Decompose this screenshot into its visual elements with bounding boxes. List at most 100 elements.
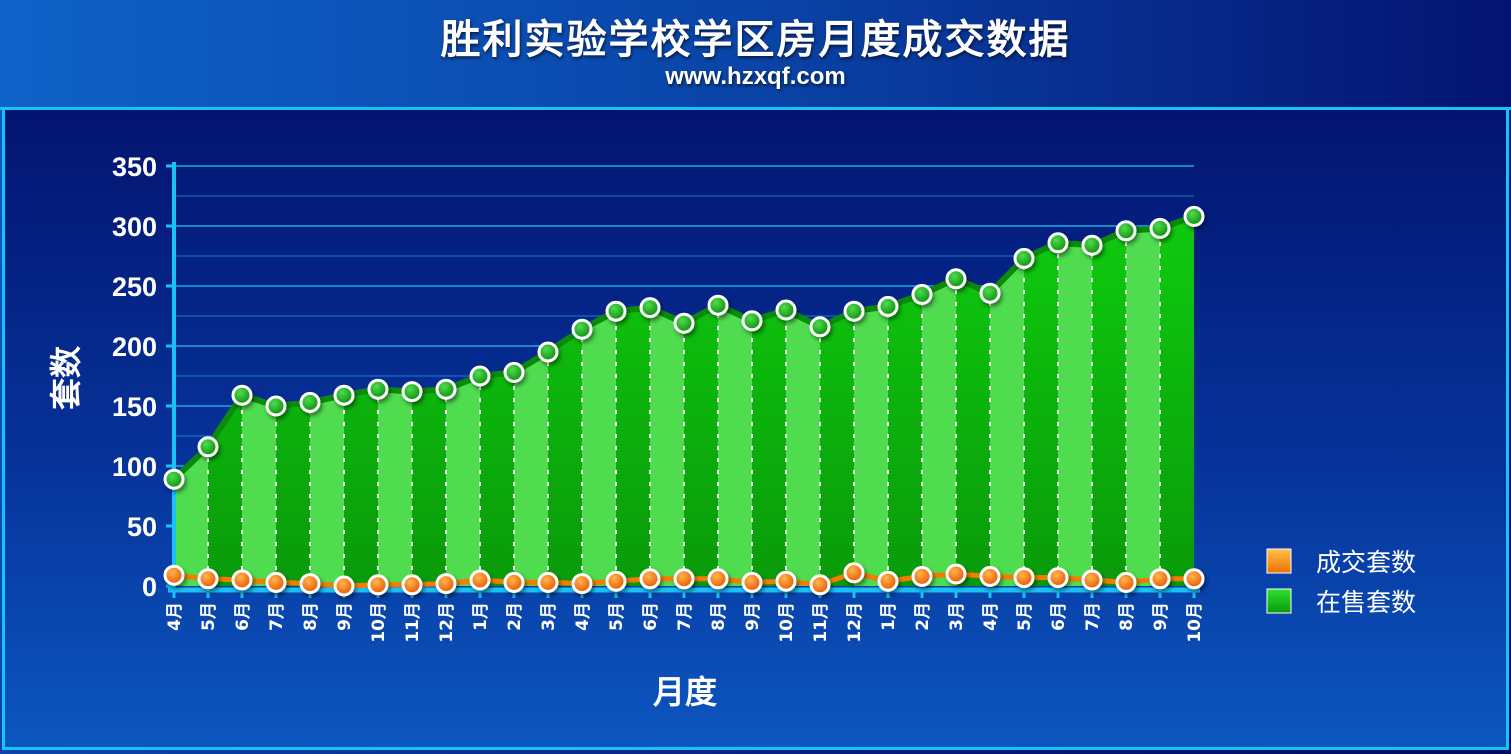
x-tick-label: 5月 <box>607 602 627 631</box>
area-stripe <box>1126 216 1161 586</box>
x-tick-label: 3月 <box>539 602 559 631</box>
x-tick-label: 5月 <box>1015 602 1035 631</box>
area-stripe <box>718 216 753 586</box>
area-stripe <box>1092 216 1127 586</box>
sold-point <box>1183 568 1205 590</box>
sold-point <box>741 571 763 593</box>
sold-point <box>571 573 593 595</box>
area-stripe <box>174 216 209 586</box>
onsale-point <box>469 365 491 387</box>
area-stripe <box>786 216 821 586</box>
x-tick-label: 10月 <box>369 602 389 643</box>
sold-point <box>605 570 627 592</box>
sold-point <box>775 570 797 592</box>
x-tick-label: 7月 <box>267 602 287 631</box>
area-stripe <box>344 216 379 586</box>
sold-point <box>809 574 831 596</box>
area-stripe <box>854 216 889 586</box>
x-tick-label: 6月 <box>641 602 661 631</box>
onsale-point <box>605 300 627 322</box>
chart-title: 胜利实验学校学区房月度成交数据 <box>440 17 1071 63</box>
y-tick-label: 300 <box>112 212 157 242</box>
x-tick-label: 9月 <box>743 602 763 631</box>
x-tick-label: 12月 <box>845 602 865 643</box>
sold-point <box>673 568 695 590</box>
onsale-point <box>877 295 899 317</box>
x-tick-label: 9月 <box>335 602 355 631</box>
chart-subtitle: www.hzxqf.com <box>665 63 846 90</box>
x-tick-label: 4月 <box>981 602 1001 631</box>
area-stripe <box>616 216 651 586</box>
onsale-point <box>1115 220 1137 242</box>
x-tick-label: 2月 <box>505 602 525 631</box>
y-tick-label: 200 <box>112 332 157 362</box>
sold-point <box>197 568 219 590</box>
y-tick-label: 100 <box>112 452 157 482</box>
area-stripe <box>1024 216 1059 586</box>
onsale-point <box>537 341 559 363</box>
x-tick-label: 1月 <box>879 602 899 631</box>
x-tick-label: 9月 <box>1151 602 1171 631</box>
sold-point <box>503 571 525 593</box>
onsale-area <box>174 216 1194 586</box>
legend-label-onsale: 在售套数 <box>1316 588 1416 617</box>
sold-point <box>299 573 321 595</box>
y-tick-label: 50 <box>127 512 157 542</box>
area-stripe <box>1160 216 1194 586</box>
area-stripes <box>174 216 1194 586</box>
sold-point <box>231 569 253 591</box>
sold-point <box>639 568 661 590</box>
area-stripe <box>412 216 447 586</box>
sold-point <box>537 571 559 593</box>
sold-point <box>979 565 1001 587</box>
x-tick-label: 4月 <box>573 602 593 631</box>
area-stripe <box>820 216 855 586</box>
legend-label-sold: 成交套数 <box>1316 548 1416 577</box>
onsale-point <box>401 381 423 403</box>
area-stripe <box>242 216 277 586</box>
y-tick-label: 250 <box>112 272 157 302</box>
x-tick-label: 7月 <box>1083 602 1103 631</box>
sold-point <box>367 574 389 596</box>
x-tick-label: 1月 <box>471 602 491 631</box>
sold-point <box>1047 567 1069 589</box>
onsale-point <box>571 318 593 340</box>
onsale-point <box>1149 217 1171 239</box>
legend: 成交套数 在售套数 <box>1266 548 1416 617</box>
x-tick-label: 8月 <box>301 602 321 631</box>
x-tick-label: 7月 <box>675 602 695 631</box>
y-tick-label: 350 <box>112 152 157 182</box>
x-tick-label: 12月 <box>437 602 457 643</box>
area-stripe <box>990 216 1025 586</box>
sold-point <box>333 575 355 597</box>
area-stripe <box>582 216 617 586</box>
area-stripe <box>650 216 685 586</box>
onsale-point <box>1013 247 1035 269</box>
onsale-point <box>945 268 967 290</box>
onsale-point <box>435 378 457 400</box>
onsale-point <box>231 384 253 406</box>
area-stripe <box>1058 216 1093 586</box>
onsale-point <box>673 312 695 334</box>
area-stripe <box>752 216 787 586</box>
x-tick-label: 2月 <box>913 602 933 631</box>
onsale-point <box>639 297 661 319</box>
sold-point <box>469 569 491 591</box>
onsale-point <box>741 310 763 332</box>
onsale-point <box>265 395 287 417</box>
sold-point <box>1081 569 1103 591</box>
area-stripe <box>446 216 481 586</box>
area-stripe <box>922 216 957 586</box>
x-tick-label: 10月 <box>1185 602 1205 643</box>
x-tick-label: 4月 <box>165 602 185 631</box>
onsale-point <box>367 378 389 400</box>
onsale-point <box>163 468 185 490</box>
x-tick-label: 6月 <box>1049 602 1069 631</box>
area-stripe <box>888 216 923 586</box>
sold-point <box>435 573 457 595</box>
sold-point <box>877 570 899 592</box>
sold-point <box>1013 567 1035 589</box>
onsale-point <box>1081 234 1103 256</box>
onsale-point <box>979 282 1001 304</box>
